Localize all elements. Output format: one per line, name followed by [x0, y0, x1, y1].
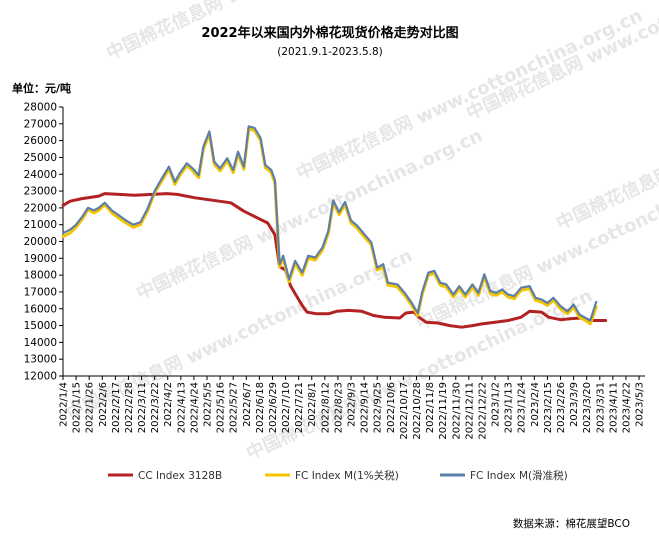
- y-axis: 12000 13000 14000 15000 16000 17000 18000 19000…: [24, 102, 64, 383]
- x-tick-label: 2022/6/29: [268, 382, 279, 433]
- legend-label-3: FC Index M(滑准税): [470, 469, 568, 482]
- legend: CC Index 3128B FC Index M(1%关税) FC Index M…: [108, 469, 568, 482]
- x-tick-label: 2022/4/2: [163, 382, 174, 427]
- series-line-3: [61, 125, 598, 322]
- y-tick-label: 23000: [24, 186, 57, 198]
- x-tick-label: 2023/2/15: [543, 382, 554, 433]
- chart-subtitle: (2021.9.1-2023.5.8): [277, 46, 383, 58]
- x-tick-label: 2022/12/11: [464, 382, 475, 440]
- y-tick-label: 15000: [24, 320, 57, 332]
- y-tick-label: 16000: [24, 303, 57, 315]
- x-tick-label: 2022/2/17: [111, 382, 122, 433]
- y-tick-label: 18000: [24, 270, 57, 282]
- x-tick-label: 2022/2/28: [124, 382, 135, 433]
- x-tick-label: 2022/4/24: [189, 382, 200, 433]
- x-tick-label: 2022/3/22: [150, 382, 161, 433]
- y-tick-label: 12000: [24, 371, 57, 383]
- series-line-1: [61, 192, 608, 329]
- x-tick-label: 2023/2/4: [530, 382, 541, 427]
- x-tick-label: 2022/5/16: [216, 382, 227, 433]
- x-tick-label: 2022/8/1: [307, 382, 318, 427]
- x-tick-label: 2022/6/7: [242, 382, 253, 427]
- legend-label-1: CC Index 3128B: [138, 470, 222, 482]
- y-tick-label: 28000: [24, 102, 57, 114]
- x-tick-label: 2023/4/11: [608, 382, 619, 433]
- x-tick-label: 2022/10/28: [412, 382, 423, 440]
- y-tick-label: 27000: [24, 118, 57, 130]
- x-tick-label: 2022/10/6: [386, 382, 397, 433]
- x-tick-label: 2023/3/20: [582, 382, 593, 433]
- x-tick-label: 2022/11/30: [451, 382, 462, 440]
- x-tick-label: 2022/8/23: [333, 382, 344, 433]
- y-tick-label: 14000: [24, 337, 57, 349]
- y-tick-label: 24000: [24, 169, 57, 181]
- watermark-text: 中国棉花信息网 www.cottonchina.org.cn: [133, 124, 486, 304]
- x-tick-label: 2022/1/15: [72, 382, 83, 433]
- x-tick-label: 2022/3/11: [137, 382, 148, 433]
- series-layer: [61, 125, 608, 329]
- unit-label: 单位：元/吨: [12, 81, 71, 95]
- x-axis: 2022/1/4 2022/1/15 2022/1/26 2022/2/6 2022/2…: [59, 375, 646, 440]
- y-tick-label: 26000: [24, 135, 57, 147]
- x-tick-label: 2023/1/13: [504, 382, 515, 433]
- x-tick-label: 2022/8/12: [320, 382, 331, 433]
- x-tick-label: 2023/1/24: [517, 382, 528, 433]
- x-tick-label: 2022/5/5: [203, 382, 214, 427]
- y-tick-label: 19000: [24, 253, 57, 265]
- y-tick-label: 21000: [24, 219, 57, 231]
- x-tick-label: 2023/3/9: [569, 382, 580, 427]
- x-tick-label: 2022/7/10: [281, 382, 292, 433]
- x-tick-label: 2022/4/13: [176, 382, 187, 433]
- x-tick-label: 2022/1/4: [59, 382, 70, 427]
- x-tick-label: 2022/2/6: [98, 382, 109, 427]
- x-tick-label: 2022/5/27: [229, 382, 240, 433]
- x-tick-label: 2022/11/19: [438, 382, 449, 440]
- y-tick-label: 17000: [24, 286, 57, 298]
- y-tick-label: 13000: [24, 354, 57, 366]
- x-tick-label: 2023/3/31: [595, 382, 606, 433]
- x-tick-label: 2022/12/22: [477, 382, 488, 440]
- legend-label-2: FC Index M(1%关税): [295, 469, 399, 482]
- chart-title: 2022年以来国内外棉花现货价格走势对比图: [201, 25, 458, 41]
- x-tick-label: 2023/2/26: [556, 382, 567, 433]
- y-tick-label: 20000: [24, 236, 57, 248]
- x-tick-label: 2022/7/21: [294, 382, 305, 433]
- x-tick-label: 2023/4/22: [621, 382, 632, 433]
- source-label: 数据来源：棉花展望BCO: [513, 517, 630, 530]
- x-tick-label: 2022/6/18: [255, 382, 266, 433]
- x-tick-label: 2022/9/25: [373, 382, 384, 433]
- y-tick-label: 22000: [24, 202, 57, 214]
- watermark-text: 中国棉花信息网 www.cottonchina.org.cn: [413, 154, 659, 334]
- x-tick-label: 2022/10/17: [399, 382, 410, 440]
- y-tick-label: 25000: [24, 152, 57, 164]
- x-tick-label: 2022/11/8: [425, 382, 436, 433]
- x-tick-label: 2023/1/2: [491, 382, 502, 427]
- x-tick-label: 2022/9/3: [347, 382, 358, 427]
- x-tick-label: 2022/9/14: [360, 382, 371, 433]
- x-tick-label: 2022/1/26: [85, 382, 96, 433]
- x-tick-label: 2023/5/3: [635, 382, 646, 427]
